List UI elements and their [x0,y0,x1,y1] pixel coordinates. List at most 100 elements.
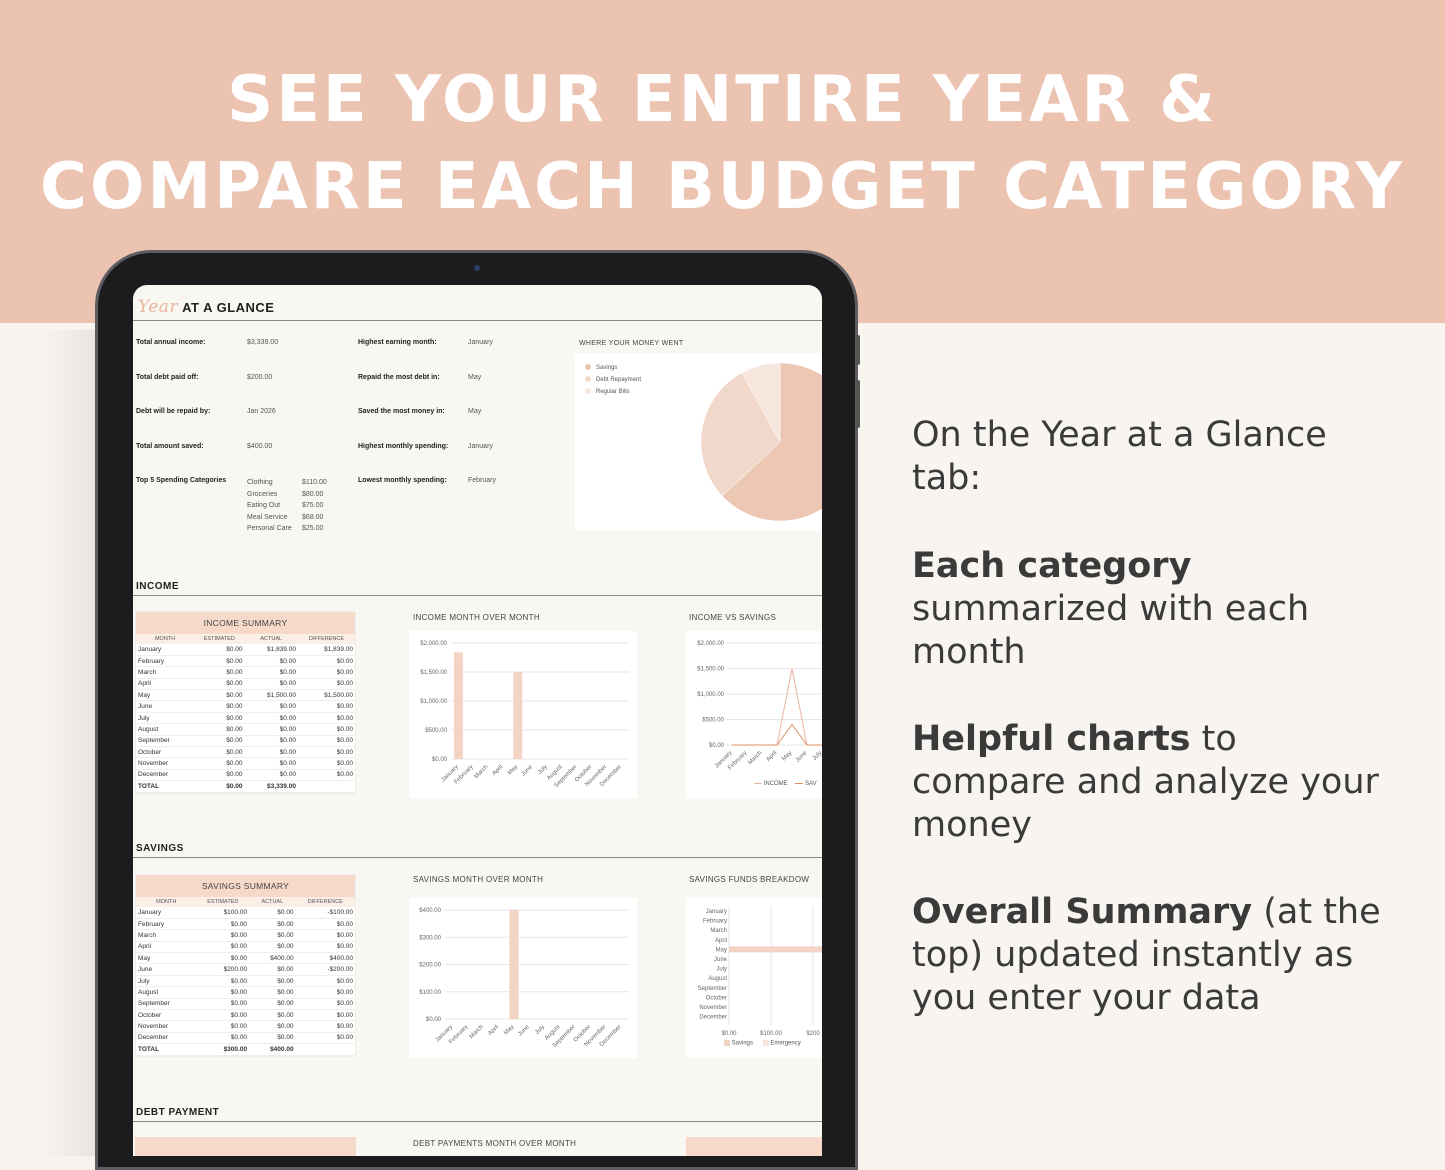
table-row[interactable]: January $100.00 $0.00 -$100.00 [136,907,355,919]
table-row[interactable]: April $0.00 $0.00 $0.00 [136,941,355,954]
top5-item[interactable]: Meal Service $68.00 [247,512,323,524]
table-cell[interactable]: $400.00 [295,952,355,965]
table-cell[interactable]: $0.00 [297,678,355,691]
table-cell[interactable]: $0.00 [196,1020,250,1033]
table-cell[interactable]: $0.00 [244,746,298,759]
table-cell[interactable]: $0.00 [249,998,296,1011]
table-cell[interactable]: $0.00 [194,689,245,702]
table-row[interactable]: March $0.00 $0.00 $0.00 [136,929,355,942]
table-cell[interactable]: -$100.00 [295,907,355,919]
table-cell[interactable]: $0.00 [194,666,245,679]
table-total-row[interactable]: TOTAL $0.00 $3,339.00 [136,780,355,793]
table-cell[interactable]: $1,839.00 [244,644,298,656]
table-cell[interactable]: $0.00 [249,941,296,954]
amount-saved-value[interactable]: $400.00 [247,443,273,450]
table-cell[interactable]: $1,500.00 [297,689,355,702]
table-cell[interactable]: $0.00 [244,655,298,668]
table-row[interactable]: January $0.00 $1,839.00 $1,839.00 [136,644,355,656]
table-row[interactable]: September $0.00 $0.00 $0.00 [136,998,355,1011]
table-cell[interactable]: $0.00 [244,769,298,782]
table-cell[interactable]: $0.00 [249,918,296,931]
table-cell[interactable]: March [136,666,195,679]
table-cell[interactable]: $0.00 [249,975,296,988]
table-cell[interactable]: TOTAL [136,1043,197,1056]
table-cell[interactable]: October [136,1009,197,1022]
table-cell[interactable]: $0.00 [194,746,245,759]
table-cell[interactable]: $0.00 [194,678,245,691]
table-cell[interactable]: October [136,746,195,759]
table-cell[interactable]: TOTAL [136,780,195,793]
table-cell[interactable]: April [136,678,195,691]
table-cell[interactable]: May [136,952,197,965]
table-row[interactable]: May $0.00 $400.00 $400.00 [136,952,355,965]
table-cell[interactable]: $0.00 [249,1009,296,1022]
table-cell[interactable]: $0.00 [297,700,355,713]
table-cell[interactable]: $1,500.00 [244,689,298,702]
table-row[interactable]: December $0.00 $0.00 $0.00 [136,1032,355,1045]
table-row[interactable]: July $0.00 $0.00 $0.00 [136,975,355,988]
table-cell[interactable]: $0.00 [295,975,355,988]
table-row[interactable]: December $0.00 $0.00 $0.00 [136,769,355,782]
repaid-most-value[interactable]: May [468,374,482,381]
highest-spending-value[interactable]: January [468,443,493,450]
top5-item[interactable]: Clothing $110.00 [247,477,327,489]
table-cell[interactable]: July [136,712,195,725]
table-cell[interactable]: $0.00 [196,952,250,965]
pie-chart-card[interactable]: Savings Debt Repayment Regular Bills [575,353,822,531]
table-cell[interactable]: $0.00 [196,998,250,1011]
table-cell[interactable]: $0.00 [249,929,296,942]
table-cell[interactable]: $0.00 [196,975,250,988]
table-cell[interactable]: $0.00 [194,712,245,725]
savings-funds-card[interactable]: $0.00 $100.00 $200 January February March Apri… [686,898,822,1058]
table-cell[interactable]: $400.00 [249,952,296,965]
table-cell[interactable]: $200.00 [196,963,250,976]
debt-paid-value[interactable]: $200.00 [247,374,273,381]
table-cell[interactable]: $0.00 [196,986,250,999]
table-cell[interactable]: $0.00 [194,735,245,748]
table-cell[interactable]: February [136,655,195,668]
table-row[interactable]: August $0.00 $0.00 $0.00 [136,723,355,736]
table-cell[interactable]: $0.00 [194,769,245,782]
table-cell[interactable]: $0.00 [297,712,355,725]
table-cell[interactable]: $0.00 [244,723,298,736]
table-cell[interactable]: $0.00 [249,1032,296,1045]
table-cell[interactable]: June [136,700,195,713]
top5-item[interactable]: Eating Out $75.00 [247,500,323,512]
table-cell[interactable]: $0.00 [194,780,245,793]
table-cell[interactable]: -$200.00 [295,963,355,976]
table-cell[interactable]: $0.00 [249,986,296,999]
table-cell[interactable]: $3,339.00 [244,780,298,793]
table-cell[interactable]: $0.00 [297,757,355,770]
income-mom-card[interactable]: $2,000.00 $1,500.00 $1,000.00 $500.00 $0.00 J… [409,631,637,798]
table-row[interactable]: August $0.00 $0.00 $0.00 [136,986,355,999]
debt-repaid-value[interactable]: Jan 2026 [247,408,276,415]
table-cell[interactable]: $0.00 [244,757,298,770]
table-cell[interactable]: $300.00 [196,1043,250,1056]
table-cell[interactable]: November [136,757,195,770]
table-cell[interactable] [295,1043,355,1056]
table-cell[interactable]: June [136,963,197,976]
table-cell[interactable]: November [136,1020,197,1033]
table-cell[interactable]: $0.00 [194,700,245,713]
table-row[interactable]: July $0.00 $0.00 $0.00 [136,712,355,725]
table-cell[interactable]: August [136,723,195,736]
table-cell[interactable]: $0.00 [196,1009,250,1022]
table-cell[interactable] [297,780,355,793]
table-cell[interactable]: March [136,929,197,942]
table-cell[interactable]: $0.00 [194,757,245,770]
table-cell[interactable]: August [136,986,197,999]
table-cell[interactable]: $0.00 [295,929,355,942]
table-cell[interactable]: $0.00 [194,723,245,736]
income-vs-savings-card[interactable]: $2,000.00 $1,500.00 $1,000.00 $500.00 $0.00 J… [686,631,822,798]
saved-most-value[interactable]: May [468,408,482,415]
table-cell[interactable]: $0.00 [194,655,245,668]
top5-item[interactable]: Personal Care $25.00 [247,523,323,535]
table-cell[interactable]: $0.00 [297,746,355,759]
table-cell[interactable]: $0.00 [196,1032,250,1045]
table-cell[interactable]: $0.00 [297,655,355,668]
table-cell[interactable]: September [136,735,195,748]
table-row[interactable]: March $0.00 $0.00 $0.00 [136,666,355,679]
table-cell[interactable]: $0.00 [297,666,355,679]
table-cell[interactable]: $0.00 [194,644,245,656]
table-row[interactable]: February $0.00 $0.00 $0.00 [136,655,355,668]
